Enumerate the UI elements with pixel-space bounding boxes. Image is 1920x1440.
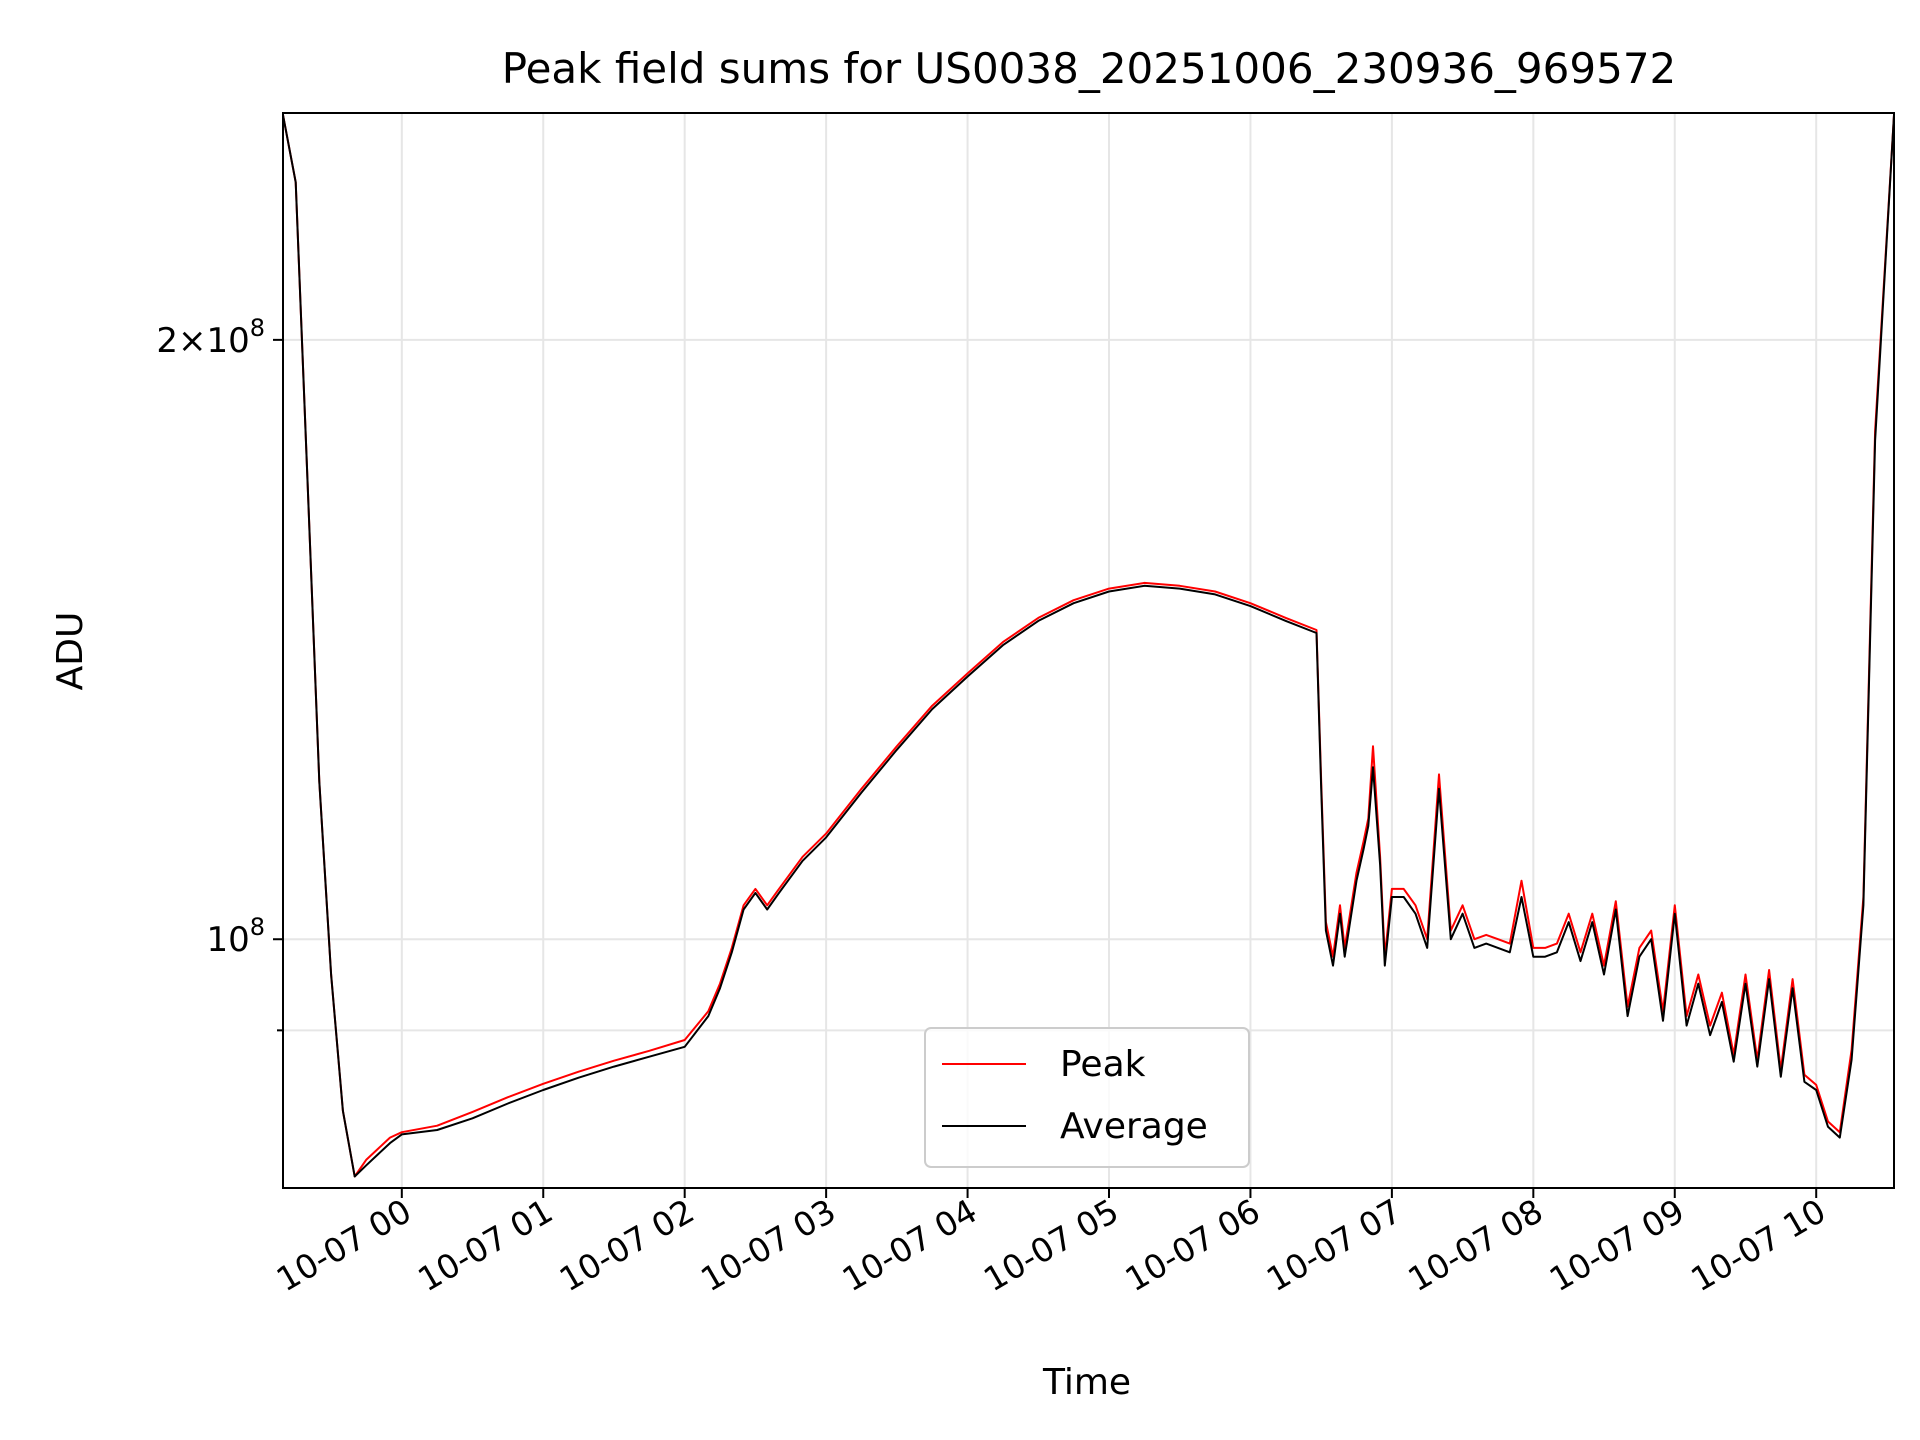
legend-box bbox=[924, 1027, 1250, 1168]
series-line-average bbox=[282, 114, 1895, 1178]
y-tick-exponent: 8 bbox=[250, 913, 265, 941]
y-tick-base: 10 bbox=[206, 920, 249, 960]
y-tick-label: 108 bbox=[206, 913, 265, 960]
legend-label-peak: Peak bbox=[1060, 1044, 1146, 1085]
series-layer bbox=[282, 114, 1895, 1178]
plot-frame bbox=[282, 112, 1895, 1189]
chart-title: Peak field sums for US0038_20251006_2309… bbox=[502, 44, 1677, 93]
y-tick-label: 2×108 bbox=[156, 314, 265, 361]
series-line-peak bbox=[282, 114, 1895, 1178]
y-tick-exponent: 8 bbox=[250, 314, 265, 342]
legend-label-average: Average bbox=[1060, 1106, 1208, 1147]
y-tick-base: 10 bbox=[206, 321, 249, 361]
y-axis-label: ADU bbox=[50, 612, 91, 691]
legend: Peak Average bbox=[924, 1027, 1250, 1168]
y-tick-multiplier: 2× bbox=[156, 321, 206, 361]
x-axis-label: Time bbox=[1042, 1362, 1131, 1403]
